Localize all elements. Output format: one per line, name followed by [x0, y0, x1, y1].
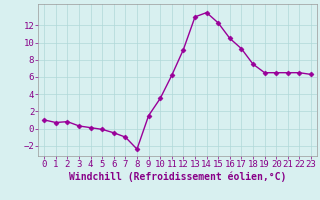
X-axis label: Windchill (Refroidissement éolien,°C): Windchill (Refroidissement éolien,°C)	[69, 172, 286, 182]
